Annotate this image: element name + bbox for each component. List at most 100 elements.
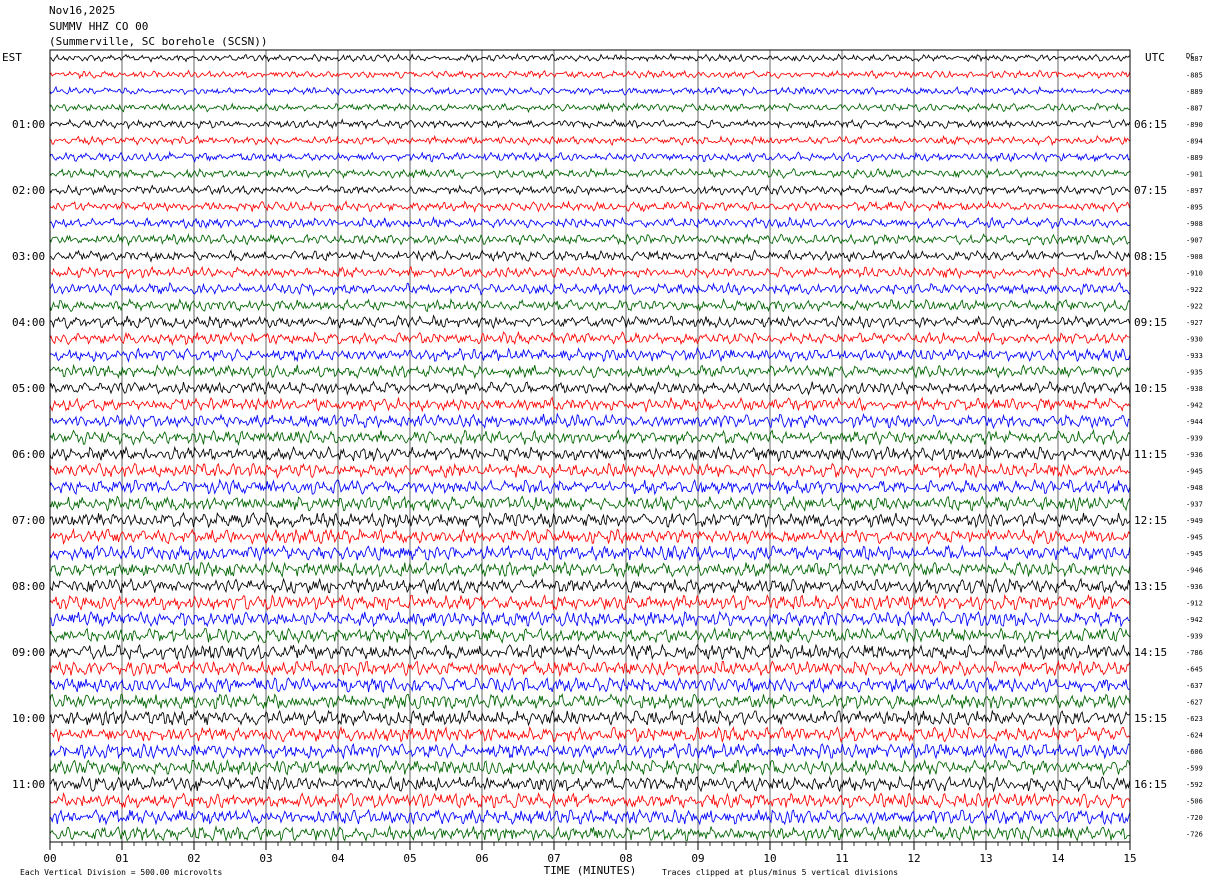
est-hour-label: 07:00 [12, 514, 45, 527]
dc-offset-label: -937 [1186, 501, 1203, 509]
trace-rows [49, 52, 1131, 843]
utc-hour-label: 08:15 [1134, 250, 1167, 263]
dc-offset-label: -912 [1186, 600, 1203, 608]
trace-row [49, 167, 1131, 180]
dc-offset-label: -948 [1186, 484, 1203, 492]
dc-offset-label: -592 [1186, 781, 1203, 789]
trace-row [49, 676, 1130, 694]
dc-offset-label: -939 [1186, 633, 1203, 641]
x-tick-label: 15 [1123, 852, 1136, 865]
trace-row [49, 445, 1131, 463]
trace-row [49, 363, 1131, 380]
plot-date: Nov16,2025 [49, 4, 116, 17]
x-tick-label: 01 [115, 852, 128, 865]
x-axis-title: TIME (MINUTES) [544, 864, 637, 877]
dc-offset-label: -936 [1186, 451, 1203, 459]
trace-row [49, 693, 1131, 710]
trace-row [49, 478, 1131, 496]
station-location: (Summerville, SC borehole (SCSN)) [49, 35, 268, 48]
trace-row [49, 215, 1130, 230]
dc-offset-label: -945 [1186, 468, 1203, 476]
trace-row [49, 281, 1131, 297]
trace-row [49, 118, 1131, 130]
trace-row [49, 495, 1131, 512]
right-axis-label: UTC [1145, 51, 1165, 64]
dc-offset-label: -885 [1186, 72, 1203, 80]
est-hour-label: 11:00 [12, 778, 45, 791]
trace-row [49, 742, 1130, 760]
clipping-note: Traces clipped at plus/minus 5 vertical … [662, 868, 898, 877]
x-tick-label: 11 [835, 852, 848, 865]
dc-offset-label: -599 [1186, 765, 1203, 773]
trace-row [49, 758, 1131, 776]
x-tick-label: 13 [979, 852, 992, 865]
dc-offset-label: -637 [1186, 682, 1203, 690]
dc-offset-label: -949 [1186, 517, 1203, 525]
dc-offset-label: -945 [1186, 550, 1203, 558]
utc-hour-label: 07:15 [1134, 184, 1167, 197]
x-tick-label: 02 [187, 852, 200, 865]
trace-row [49, 134, 1131, 147]
trace-row [49, 775, 1131, 793]
trace-row [49, 659, 1131, 678]
trace-row [49, 462, 1130, 479]
utc-hour-label: 06:15 [1134, 118, 1167, 131]
trace-row [49, 265, 1131, 280]
trace-row [49, 347, 1131, 363]
dc-offset-label: -506 [1186, 798, 1203, 806]
trace-row [49, 396, 1131, 414]
x-tick-label: 09 [691, 852, 704, 865]
trace-row [49, 297, 1130, 313]
dc-offset-label: -786 [1186, 649, 1203, 657]
dc-offset-label: -945 [1186, 534, 1203, 542]
dc-offset-label: -946 [1186, 567, 1203, 575]
trace-row [49, 184, 1130, 197]
dc-offset-label: -627 [1186, 699, 1203, 707]
minute-grid [121, 50, 1059, 842]
dc-offset-label: -623 [1186, 715, 1203, 723]
x-axis-ticks: 00 01 02 03 04 05 06 07 08 09 10 11 12 13 14 15 [43, 842, 1137, 865]
dc-offset-label: -720 [1186, 814, 1203, 822]
dc-offset-label: -908 [1186, 253, 1203, 261]
est-hour-label: 08:00 [12, 580, 45, 593]
trace-row [49, 330, 1130, 346]
dc-offset-label: -935 [1186, 369, 1203, 377]
dc-offset-label: -889 [1186, 88, 1203, 96]
utc-hour-label: 09:15 [1134, 316, 1167, 329]
x-tick-label: 07 [547, 852, 560, 865]
trace-row [49, 626, 1131, 644]
dc-offset-label: -624 [1186, 732, 1203, 740]
dc-offset-label: -933 [1186, 352, 1203, 360]
x-tick-label: 08 [619, 852, 632, 865]
dc-offset-label: -726 [1186, 831, 1203, 839]
trace-row [49, 85, 1131, 97]
x-tick-label: 05 [403, 852, 416, 865]
x-tick-label: 03 [259, 852, 272, 865]
est-hour-label: 01:00 [12, 118, 45, 131]
trace-row [49, 69, 1131, 80]
trace-row [49, 52, 1131, 63]
utc-hour-label: 12:15 [1134, 514, 1167, 527]
x-tick-label: 04 [331, 852, 345, 865]
trace-row [49, 808, 1131, 826]
utc-hour-label: 16:15 [1134, 778, 1167, 791]
dc-offset-label: -942 [1186, 616, 1203, 624]
x-tick-label: 10 [763, 852, 776, 865]
dc-offset-label: -936 [1186, 583, 1203, 591]
utc-hour-label: 14:15 [1134, 646, 1167, 659]
utc-hour-label: 10:15 [1134, 382, 1167, 395]
est-hour-label: 06:00 [12, 448, 45, 461]
x-tick-label: 14 [1051, 852, 1065, 865]
est-hour-label: 02:00 [12, 184, 45, 197]
est-hour-label: 09:00 [12, 646, 45, 659]
est-hour-label: 10:00 [12, 712, 45, 725]
trace-row [49, 561, 1131, 579]
trace-row [49, 527, 1131, 545]
axis-labels: EST UTC DC TIME (MINUTES) Each Vertical … [2, 51, 1203, 877]
trace-row [49, 412, 1130, 430]
trace-row [49, 824, 1130, 843]
est-hour-label: 05:00 [12, 382, 45, 395]
x-tick-label: 00 [43, 852, 56, 865]
dc-offset-label: -938 [1186, 385, 1203, 393]
